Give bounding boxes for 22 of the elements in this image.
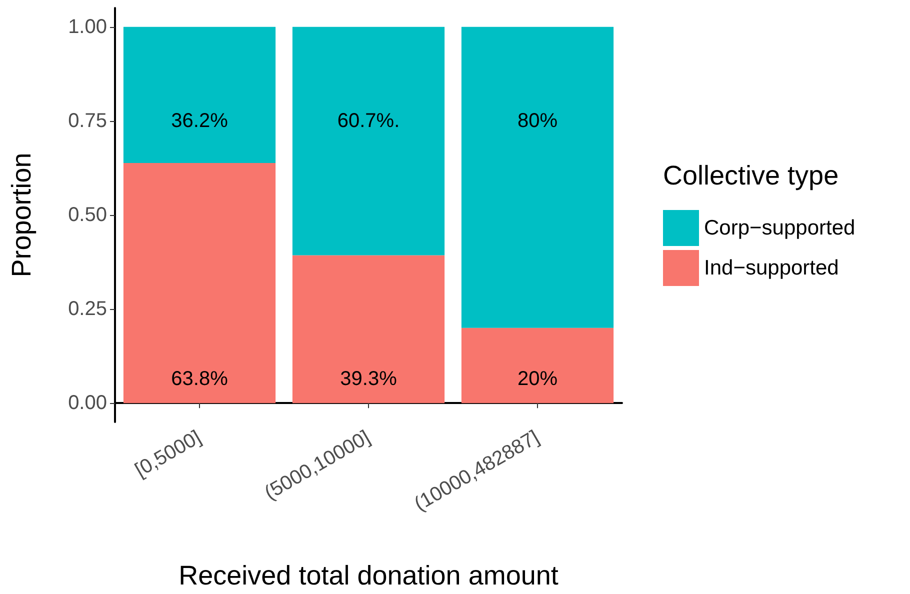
y-tick-label: 0.75 [68, 110, 107, 132]
y-tick-label: 0.25 [68, 298, 107, 320]
data-label: 60.7%. [337, 110, 400, 132]
bar [461, 26, 614, 328]
bar [123, 163, 276, 404]
data-label: 39.3% [340, 368, 398, 390]
bar [461, 328, 614, 404]
data-label: 20% [517, 368, 558, 390]
data-label: 63.8% [171, 368, 228, 390]
y-tick-label: 0.50 [68, 204, 107, 226]
y-axis-title: Proportion [6, 152, 36, 278]
bar [292, 255, 445, 404]
y-tick-label: 0.00 [68, 392, 107, 414]
data-label: 36.2% [171, 110, 228, 132]
data-label: 80% [517, 110, 558, 132]
bar [292, 26, 445, 256]
legend-title: Collective type [663, 160, 839, 190]
bar [123, 26, 276, 164]
legend-label: Ind−supported [704, 256, 839, 280]
x-axis-title: Received total donation amount [178, 560, 559, 590]
y-tick-label: 1.00 [68, 16, 107, 38]
legend-label: Corp−supported [704, 216, 856, 240]
